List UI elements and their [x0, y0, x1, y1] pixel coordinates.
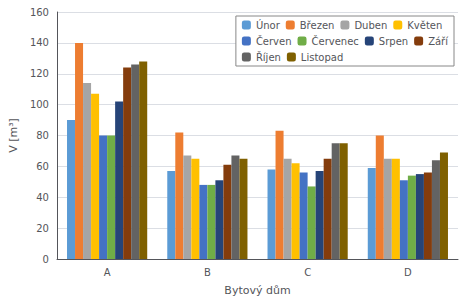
svg-text:Únor: Únor: [256, 19, 281, 31]
svg-text:Květen: Květen: [407, 20, 442, 31]
svg-text:0: 0: [43, 254, 49, 265]
svg-text:Červenec: Červenec: [312, 35, 359, 47]
svg-text:B: B: [204, 267, 211, 278]
svg-text:Listopad: Listopad: [301, 52, 343, 63]
svg-text:Srpen: Srpen: [379, 36, 408, 47]
svg-text:Září: Září: [428, 36, 449, 47]
svg-text:80: 80: [36, 130, 49, 141]
svg-text:Červen: Červen: [256, 35, 292, 47]
svg-text:20: 20: [36, 223, 49, 234]
svg-text:C: C: [304, 267, 311, 278]
svg-text:Bytový dům: Bytový dům: [224, 284, 290, 297]
svg-text:60: 60: [36, 161, 49, 172]
svg-text:140: 140: [30, 37, 49, 48]
svg-text:V [m³]: V [m³]: [7, 118, 20, 153]
svg-text:120: 120: [30, 68, 49, 79]
svg-text:40: 40: [36, 192, 49, 203]
svg-text:100: 100: [30, 99, 49, 110]
svg-text:Duben: Duben: [354, 20, 387, 31]
svg-text:A: A: [104, 267, 111, 278]
svg-text:160: 160: [30, 7, 49, 18]
svg-text:Březen: Březen: [300, 20, 335, 31]
svg-text:D: D: [404, 267, 412, 278]
svg-text:Říjen: Říjen: [256, 51, 281, 63]
